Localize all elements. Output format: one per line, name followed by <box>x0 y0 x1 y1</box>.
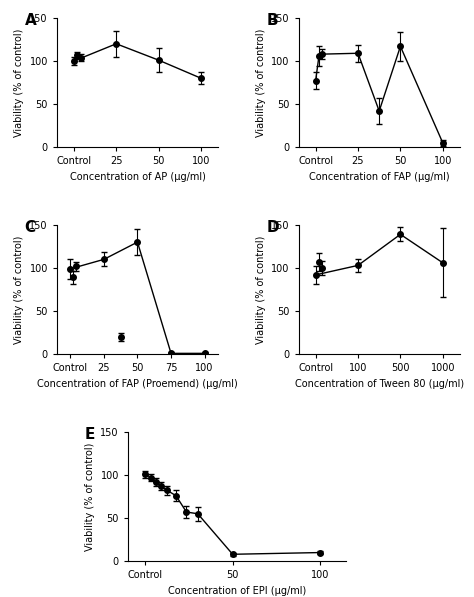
Text: C: C <box>25 220 36 235</box>
Y-axis label: Viability (% of control): Viability (% of control) <box>255 29 265 137</box>
Y-axis label: Viability (% of control): Viability (% of control) <box>14 29 24 137</box>
X-axis label: Concentration of Tween 80 (μg/ml): Concentration of Tween 80 (μg/ml) <box>295 379 464 389</box>
Y-axis label: Viability (% of control): Viability (% of control) <box>85 442 95 550</box>
Text: D: D <box>266 220 279 235</box>
Y-axis label: Viability (% of control): Viability (% of control) <box>14 235 24 344</box>
Text: B: B <box>266 13 278 27</box>
X-axis label: Concentration of FAP (Proemend) (μg/ml): Concentration of FAP (Proemend) (μg/ml) <box>37 379 238 389</box>
Y-axis label: Viability (% of control): Viability (% of control) <box>255 235 265 344</box>
X-axis label: Concentration of EPI (μg/ml): Concentration of EPI (μg/ml) <box>168 586 306 596</box>
X-axis label: Concentration of FAP (μg/ml): Concentration of FAP (μg/ml) <box>309 172 449 182</box>
X-axis label: Concentration of AP (μg/ml): Concentration of AP (μg/ml) <box>70 172 205 182</box>
Text: E: E <box>84 427 95 442</box>
Text: A: A <box>25 13 36 27</box>
